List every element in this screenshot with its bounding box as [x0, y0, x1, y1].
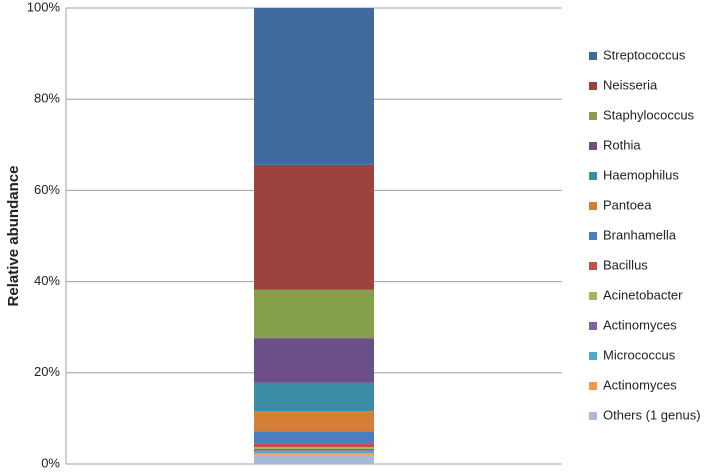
legend-swatch [589, 52, 597, 60]
legend-swatch [589, 232, 597, 240]
legend-label: Actinomyces [603, 317, 677, 332]
y-tick-label: 40% [34, 273, 60, 288]
legend-swatch [589, 382, 597, 390]
y-tick-label: 80% [34, 91, 60, 106]
y-tick-label: 100% [27, 0, 61, 14]
legend-swatch [589, 322, 597, 330]
legend-swatch [589, 202, 597, 210]
legend-label: Rothia [603, 137, 641, 152]
bar-segment [254, 447, 374, 449]
y-tick-label: 0% [41, 455, 60, 470]
bar-segment [254, 164, 374, 290]
bar-segment [254, 382, 374, 412]
legend-label: Acinetobacter [603, 287, 683, 302]
legend-swatch [589, 262, 597, 270]
y-tick-label: 60% [34, 182, 60, 197]
bar-segment [254, 448, 374, 451]
bar-segment [254, 450, 374, 454]
legend-label: Others (1 genus) [603, 407, 701, 422]
bar-segment [254, 338, 374, 383]
legend-label: Staphylococcus [603, 107, 695, 122]
bar-segment [254, 8, 374, 165]
bar-segment [254, 289, 374, 339]
legend-label: Micrococcus [603, 347, 676, 362]
legend-label: Bacillus [603, 257, 648, 272]
bar-segment [254, 453, 374, 455]
bar-segment [254, 443, 374, 448]
legend-label: Branhamella [603, 227, 677, 242]
legend-label: Haemophilus [603, 167, 679, 182]
legend-swatch [589, 412, 597, 420]
y-tick-label: 20% [34, 364, 60, 379]
legend-swatch [589, 82, 597, 90]
legend-swatch [589, 172, 597, 180]
legend-label: Actinomyces [603, 377, 677, 392]
bar-segment [254, 431, 374, 444]
legend-swatch [589, 352, 597, 360]
legend-swatch [589, 292, 597, 300]
y-axis-title: Relative abundance [5, 166, 22, 307]
legend-label: Pantoea [603, 197, 652, 212]
legend-swatch [589, 142, 597, 150]
legend-label: Neisseria [603, 77, 658, 92]
legend-label: Streptococcus [603, 47, 686, 62]
bar-segment [254, 411, 374, 432]
bar-segment [254, 454, 374, 464]
legend-swatch [589, 112, 597, 120]
